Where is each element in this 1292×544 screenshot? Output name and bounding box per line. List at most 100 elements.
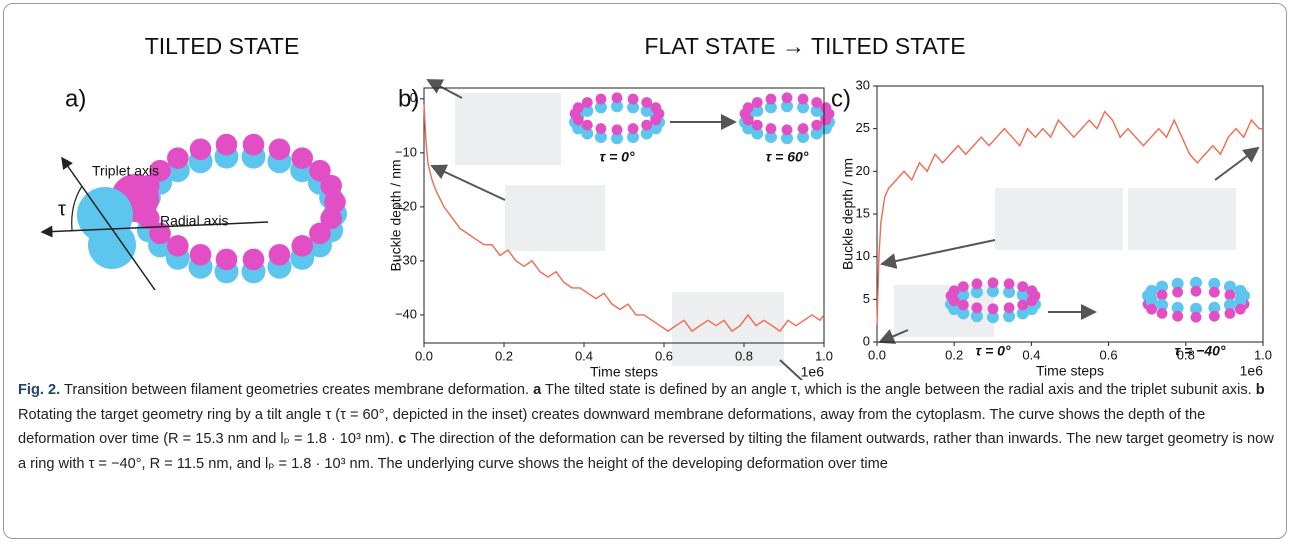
x-tick-label: 0.2 — [945, 347, 963, 362]
x-tick-label: 0.8 — [1177, 347, 1195, 362]
x-offset-label: 1e6 — [801, 364, 825, 380]
sphere — [242, 248, 265, 271]
sphere — [1224, 289, 1236, 301]
sphere — [1208, 286, 1220, 298]
sphere — [1223, 298, 1236, 311]
sphere — [810, 127, 823, 140]
sphere — [797, 93, 809, 105]
sphere — [189, 243, 212, 266]
sphere — [797, 130, 810, 143]
sphere — [189, 138, 212, 161]
x-tick-label: 0.0 — [415, 348, 433, 363]
sphere — [215, 248, 238, 271]
sphere — [764, 101, 777, 114]
plots: b) 0.0 0.2 0.4 0.6 0.8 1.0 0 −10 −20 −30 −40 Time st… — [388, 77, 1272, 379]
sphere — [1017, 299, 1029, 311]
sphere — [627, 93, 639, 105]
inset-image — [505, 185, 605, 251]
triplet-axis-label: Triplet axis — [92, 163, 159, 179]
sphere — [594, 130, 607, 143]
plot-frame — [423, 87, 825, 344]
sphere — [627, 123, 639, 134]
sphere — [149, 159, 171, 182]
caption-text: Transition between filament geometries c… — [60, 382, 534, 398]
annotation: τ = 0° — [599, 149, 634, 165]
sphere — [1208, 310, 1220, 322]
sphere — [742, 114, 754, 126]
sphere — [1016, 289, 1029, 302]
sphere — [572, 122, 585, 135]
x-tick-label: 0.8 — [735, 348, 753, 363]
sphere — [987, 285, 999, 298]
sphere — [971, 278, 983, 290]
arrow — [878, 329, 909, 344]
x-tick-label: 1.0 — [1254, 347, 1272, 362]
x-tick-label: 0.6 — [655, 348, 673, 363]
arrow — [430, 164, 506, 201]
sphere — [268, 243, 291, 266]
header-left: TILTED STATE — [145, 33, 300, 59]
triplet-axis — [61, 156, 156, 291]
arrow — [1214, 146, 1260, 181]
x-tick-label: 1.0 — [815, 348, 833, 363]
x-tick-label: 0.4 — [575, 348, 593, 363]
sphere — [948, 303, 961, 316]
sphere — [149, 222, 171, 245]
sphere — [1025, 303, 1038, 316]
sphere — [611, 92, 623, 104]
radial-axis — [40, 221, 269, 238]
data-line — [876, 110, 1263, 325]
y-tick-label: −40 — [395, 306, 417, 321]
arrow — [779, 359, 820, 380]
sphere — [1224, 307, 1236, 319]
sphere — [764, 130, 777, 143]
sphere — [581, 127, 594, 140]
sphere — [1190, 311, 1202, 323]
caption-panel: b — [1255, 382, 1265, 398]
y-tick-label: 20 — [856, 163, 870, 178]
caption-text: Rotating the target geometry ring by a t… — [18, 406, 1206, 448]
sphere — [970, 286, 983, 299]
sphere — [1234, 294, 1247, 307]
sphere — [1145, 294, 1158, 307]
sphere — [166, 235, 189, 257]
sphere — [611, 132, 623, 145]
sphere — [751, 104, 764, 117]
angle-label: τ — [58, 198, 66, 220]
sphere — [309, 159, 331, 182]
arrow — [426, 79, 463, 99]
y-tick-label: 25 — [856, 120, 870, 135]
caption-panel: c — [398, 431, 407, 447]
sphere — [1026, 295, 1038, 307]
y-tick-label: −30 — [395, 252, 417, 267]
sphere — [1190, 285, 1202, 297]
sphere — [1003, 310, 1016, 323]
sphere — [781, 92, 793, 104]
sphere — [215, 133, 238, 156]
y-tick-label: 10 — [856, 248, 870, 263]
sphere — [1172, 286, 1184, 298]
sphere — [1017, 281, 1029, 293]
sphere — [649, 122, 662, 135]
inset-image — [995, 188, 1123, 250]
caption-text: The tilted state is defined by an angle … — [541, 382, 1256, 398]
inset-image — [672, 292, 784, 366]
sphere — [581, 104, 594, 117]
sphere — [1234, 303, 1246, 315]
sphere — [611, 124, 623, 136]
sphere — [1016, 307, 1029, 320]
sphere — [641, 97, 653, 108]
sphere — [781, 124, 793, 136]
sphere — [627, 101, 640, 114]
y-axis-label: Buckle depth / nm — [388, 159, 404, 271]
panel-label: c) — [831, 85, 851, 112]
sphere — [641, 119, 653, 131]
angle-arc — [71, 185, 83, 231]
sphere — [166, 147, 189, 169]
sphere — [810, 104, 823, 117]
sphere — [1208, 277, 1221, 290]
x-tick-label: 0.6 — [1100, 347, 1118, 362]
sphere — [581, 97, 593, 108]
sphere — [957, 299, 969, 311]
sphere — [781, 132, 793, 145]
